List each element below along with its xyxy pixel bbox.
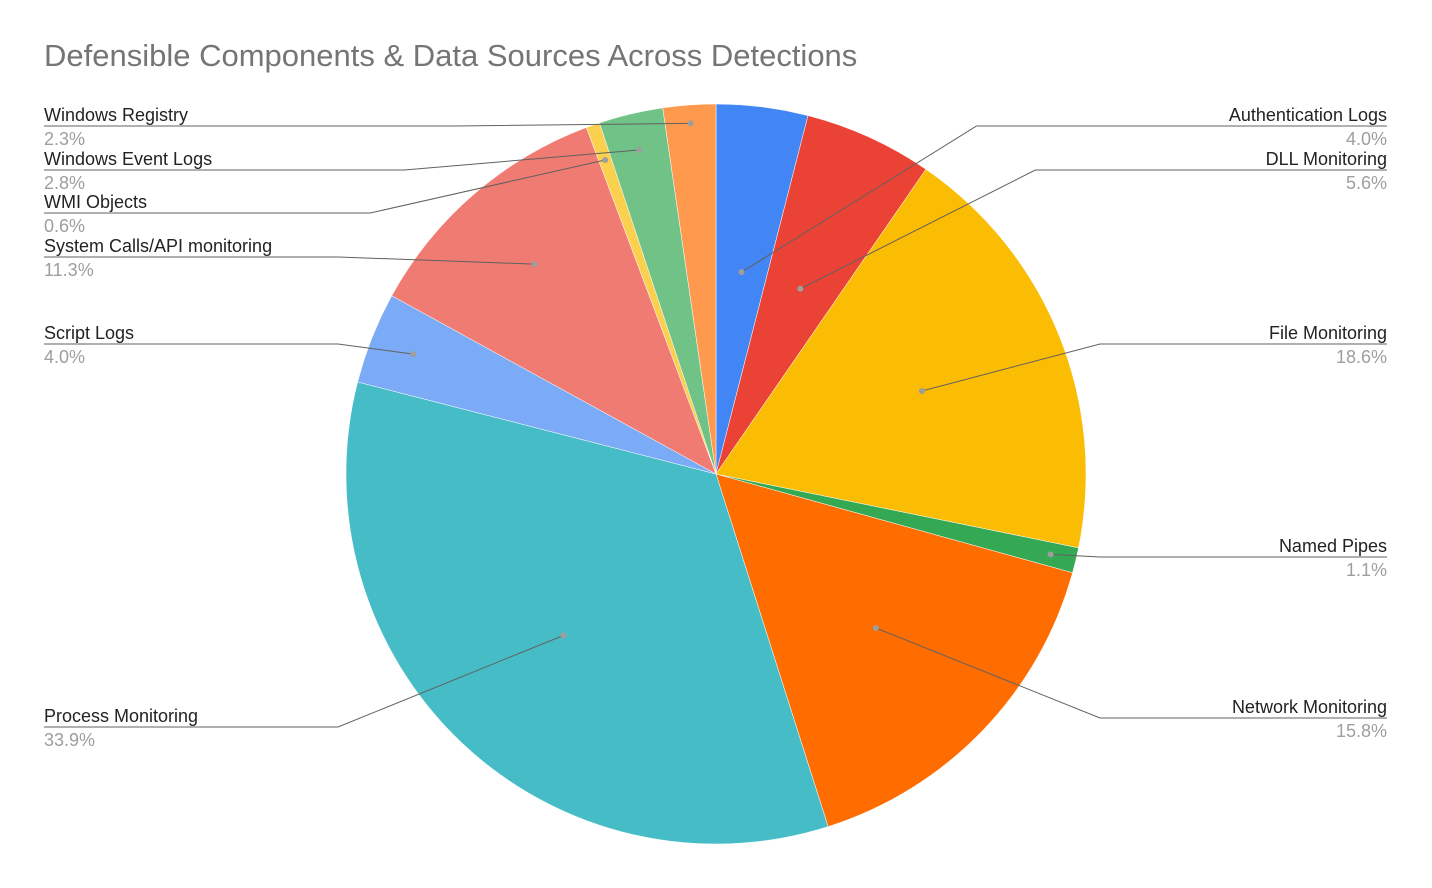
callout-line-authentication-logs <box>741 125 1387 273</box>
label-script-logs: Script Logs <box>44 323 134 343</box>
callout-dot-wmi-objects <box>602 156 609 163</box>
percent-script-logs: 4.0% <box>44 347 85 367</box>
chart-title: Defensible Components & Data Sources Acr… <box>44 38 858 73</box>
callout-line-file-monitoring <box>921 343 1387 392</box>
label-authentication-logs: Authentication Logs <box>1229 105 1387 125</box>
callout-lines <box>44 120 1387 728</box>
percent-authentication-logs: 4.0% <box>1346 129 1387 149</box>
percent-network-monitoring: 15.8% <box>1336 721 1387 741</box>
callout-line-network-monitoring <box>875 627 1387 719</box>
percent-named-pipes: 1.1% <box>1346 560 1387 580</box>
callout-dot-file-monitoring <box>918 387 925 394</box>
callout-line-process-monitoring <box>44 634 564 728</box>
callout-line-wmi-objects <box>44 159 606 214</box>
percent-file-monitoring: 18.6% <box>1336 347 1387 367</box>
callout-line-windows-event-logs <box>44 149 640 171</box>
pie-slice-dll-monitoring <box>715 115 927 475</box>
pie-slice-windows-registry <box>662 103 717 475</box>
callout-line-system-calls-api-monitoring <box>44 256 535 265</box>
label-system-calls-api-monitoring: System Calls/API monitoring <box>44 236 272 256</box>
label-dll-monitoring: DLL Monitoring <box>1266 149 1387 169</box>
callout-dot-authentication-logs <box>738 269 745 276</box>
label-windows-event-logs: Windows Event Logs <box>44 149 212 169</box>
callout-line-named-pipes <box>1050 553 1387 558</box>
callout-dot-named-pipes <box>1047 551 1054 558</box>
callout-dot-script-logs <box>410 351 417 358</box>
pie-slice-network-monitoring <box>715 473 1073 827</box>
percent-wmi-objects: 0.6% <box>44 216 85 236</box>
callout-dot-dll-monitoring <box>797 285 804 292</box>
label-named-pipes: Named Pipes <box>1279 536 1387 556</box>
percent-windows-event-logs: 2.8% <box>44 173 85 193</box>
pie-slice-process-monitoring <box>345 381 829 845</box>
percent-windows-registry: 2.3% <box>44 129 85 149</box>
callout-dot-windows-registry <box>687 120 694 127</box>
callout-dot-network-monitoring <box>872 624 879 631</box>
pie-slices <box>345 103 1087 845</box>
callout-line-dll-monitoring <box>800 169 1387 290</box>
pie-slice-system-calls-api-monitoring <box>391 127 717 475</box>
callout-line-script-logs <box>44 343 414 355</box>
pie-slice-file-monitoring <box>715 168 1087 549</box>
percent-dll-monitoring: 5.6% <box>1346 173 1387 193</box>
label-wmi-objects: WMI Objects <box>44 192 147 212</box>
percent-process-monitoring: 33.9% <box>44 730 95 750</box>
label-network-monitoring: Network Monitoring <box>1232 697 1387 717</box>
callout-dot-windows-event-logs <box>636 146 643 153</box>
label-process-monitoring: Process Monitoring <box>44 706 198 726</box>
callout-dot-process-monitoring <box>560 632 567 639</box>
percent-system-calls-api-monitoring: 11.3% <box>44 260 94 280</box>
label-windows-registry: Windows Registry <box>44 105 188 125</box>
label-file-monitoring: File Monitoring <box>1269 323 1387 343</box>
callout-line-windows-registry <box>44 122 691 127</box>
callout-dot-system-calls-api-monitoring <box>531 261 538 268</box>
